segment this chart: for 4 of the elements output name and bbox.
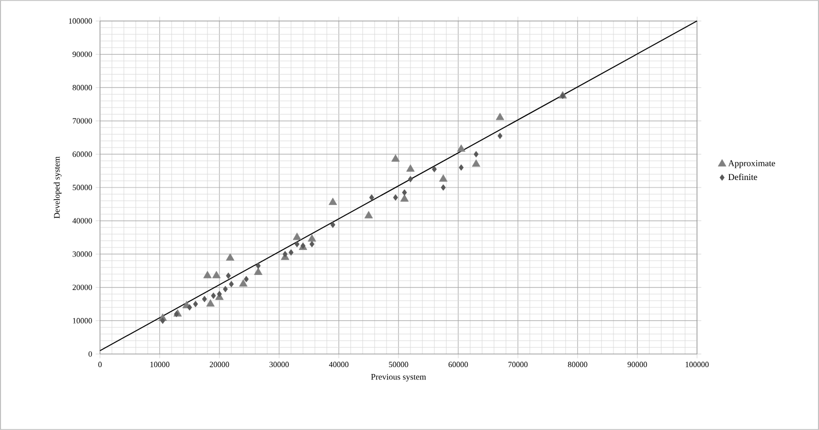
y-axis-title: Developed system — [54, 156, 62, 218]
legend-label: Definite — [728, 174, 758, 180]
x-axis-title: Previous system — [371, 374, 426, 382]
legend-label: Approximate — [728, 160, 776, 168]
